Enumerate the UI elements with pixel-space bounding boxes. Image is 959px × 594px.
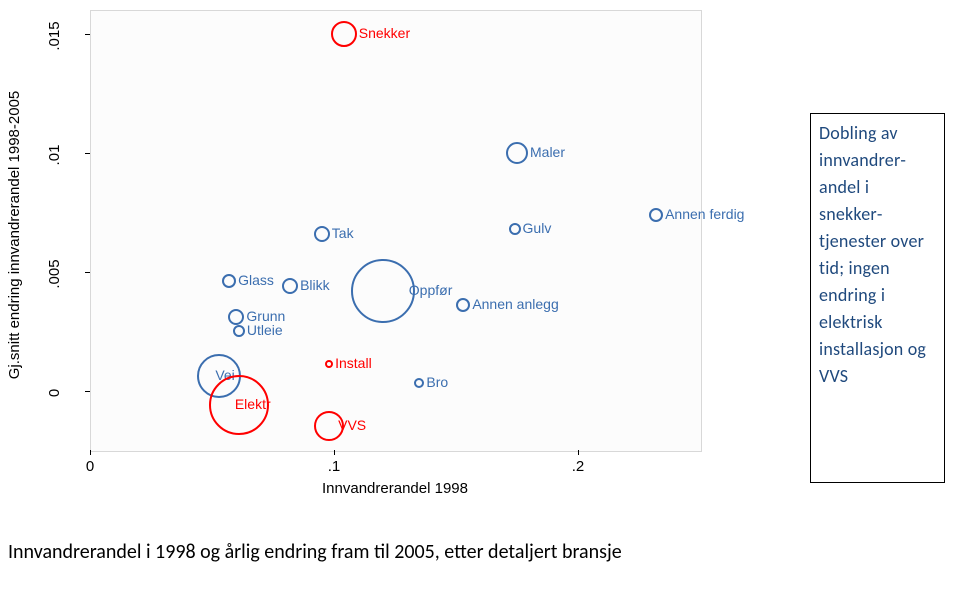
- page: Gj.snitt endring innvandrerandel 1998-20…: [0, 0, 959, 594]
- plot-area: 0.1.2 Innvandrerandel 1998 SnekkerMalerG…: [90, 10, 700, 470]
- bubble-label-maler: Maler: [530, 144, 565, 160]
- y-tick-mark: [85, 153, 90, 154]
- bubble-utleie: [233, 325, 245, 337]
- annotation-box: Dobling av innvandrer­andel i snekker­tj…: [810, 113, 945, 483]
- bubble-label-bro: Bro: [426, 374, 448, 390]
- y-tick-label: .015: [46, 16, 63, 56]
- y-tick-mark: [85, 272, 90, 273]
- bubble-annferd: [649, 208, 663, 222]
- annotation-text: Dobling av innvandrer­andel i snekker­tj…: [819, 122, 926, 387]
- bubble-snekker: [331, 21, 357, 47]
- bubble-label-snekker: Snekker: [359, 25, 410, 41]
- y-tick-label: .005: [46, 254, 63, 294]
- bubble-tak: [314, 226, 330, 242]
- y-tick-label: 0: [46, 373, 63, 413]
- bubble-label-annferd: Annen ferdig: [665, 206, 744, 222]
- y-tick-label: .01: [46, 135, 63, 175]
- bubble-label-annanl: Annen anlegg: [472, 296, 558, 312]
- bubble-label-blikk: Blikk: [300, 277, 330, 293]
- x-axis-label: Innvandrerandel 1998: [90, 480, 700, 497]
- x-tick-label: .1: [328, 458, 341, 475]
- bubble-label-oppfor: Oppfør: [409, 282, 453, 298]
- x-tick-mark: [334, 450, 335, 455]
- y-tick-mark: [85, 391, 90, 392]
- y-axis-label: Gj.snitt endring innvandrerandel 1998-20…: [6, 0, 24, 470]
- x-tick-label: .2: [572, 458, 585, 475]
- bubble-blikk: [282, 278, 298, 294]
- bubble-label-gulv: Gulv: [523, 220, 552, 236]
- x-tick-label: 0: [86, 458, 94, 475]
- bubble-oppfor: [351, 259, 415, 323]
- x-tick-mark: [90, 450, 91, 455]
- plot-background: [90, 10, 702, 452]
- x-tick-mark: [578, 450, 579, 455]
- bubble-maler: [506, 142, 528, 164]
- bubble-label-install: Install: [335, 355, 372, 371]
- bubble-label-glass: Glass: [238, 272, 274, 288]
- bubble-label-elektr: Elektr: [235, 396, 271, 412]
- bubble-label-vvs: VVS: [338, 417, 366, 433]
- bubble-gulv: [509, 223, 521, 235]
- caption-text: Innvandrerandel i 1998 og årlig endring …: [8, 540, 622, 564]
- bubble-label-tak: Tak: [332, 225, 354, 241]
- bubble-label-utleie: Utleie: [247, 322, 283, 338]
- y-tick-mark: [85, 34, 90, 35]
